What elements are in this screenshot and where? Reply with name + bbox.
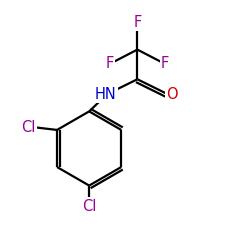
Text: Cl: Cl — [82, 198, 96, 214]
Text: HN: HN — [95, 86, 117, 102]
Text: F: F — [133, 15, 141, 30]
Text: F: F — [106, 56, 114, 72]
Text: Cl: Cl — [22, 120, 36, 135]
Text: O: O — [166, 86, 178, 102]
Text: F: F — [161, 56, 169, 72]
